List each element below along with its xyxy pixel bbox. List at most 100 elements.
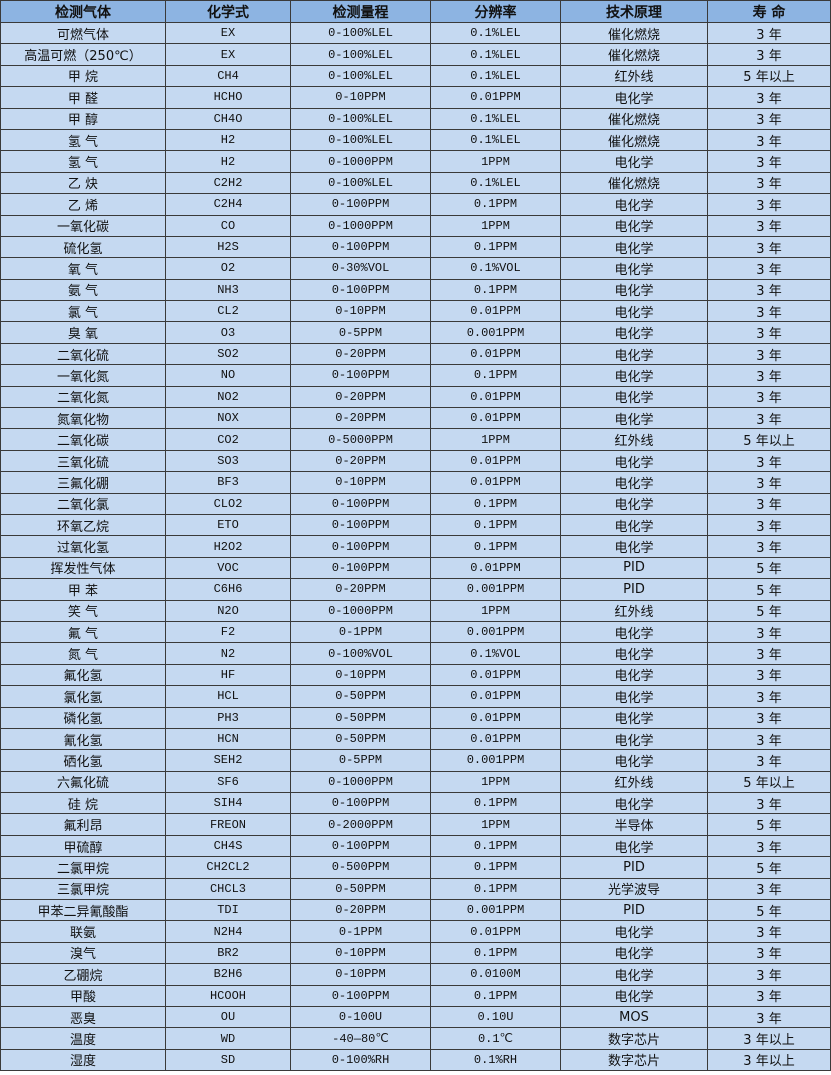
cell-resolution: 0.1%LEL — [430, 64, 561, 88]
cell-resolution: 0.1PPM — [430, 492, 561, 515]
cell-lifespan: 3 年 — [707, 471, 831, 494]
cell-principle: 电化学 — [560, 471, 708, 494]
cell-lifespan: 3 年 — [707, 920, 831, 943]
table-row: 一氧化碳 CO 0-1000PPM 1PPM 电化学 3 年 — [0, 214, 831, 237]
table-row: 联氨 N2H4 0-1PPM 0.01PPM 电化学 3 年 — [0, 920, 831, 943]
cell-gas: 甲 苯 — [0, 578, 166, 601]
cell-resolution: 0.1%LEL — [430, 107, 561, 130]
cell-gas: 乙 烯 — [0, 193, 166, 216]
cell-resolution: 0.1PPM — [430, 792, 561, 815]
cell-formula: TDI — [165, 899, 291, 922]
cell-principle: PID — [560, 556, 708, 580]
cell-gas: 氢 气 — [0, 150, 166, 173]
cell-gas: 氰化氢 — [0, 727, 166, 751]
cell-lifespan: 3 年 — [707, 107, 831, 130]
cell-principle: 电化学 — [560, 727, 708, 751]
cell-lifespan: 3 年 — [707, 513, 831, 537]
cell-resolution: 0.1PPM — [430, 941, 561, 965]
cell-gas: 甲 醇 — [0, 107, 166, 130]
cell-lifespan: 5 年以上 — [707, 770, 831, 794]
table-row: 甲 烷 CH4 0-100%LEL 0.1%LEL 红外线 5 年以上 — [0, 64, 831, 88]
cell-resolution: 0.01PPM — [430, 300, 561, 323]
cell-gas: 笑 气 — [0, 599, 166, 622]
cell-range: 0-50PPM — [290, 706, 431, 729]
cell-formula: OU — [165, 1005, 291, 1029]
cell-resolution: 0.1%LEL — [430, 128, 561, 152]
cell-range: 0-5PPM — [290, 321, 431, 344]
cell-principle: 红外线 — [560, 770, 708, 794]
cell-principle: 电化学 — [560, 449, 708, 473]
cell-lifespan: 3 年 — [707, 877, 831, 901]
cell-gas: 甲酸 — [0, 984, 166, 1007]
cell-principle: 电化学 — [560, 941, 708, 965]
cell-lifespan: 3 年 — [707, 535, 831, 558]
cell-principle: 电化学 — [560, 235, 708, 259]
cell-range: 0-100PPM — [290, 535, 431, 558]
cell-resolution: 0.1℃ — [430, 1027, 561, 1050]
table-row: 过氧化氢 H2O2 0-100PPM 0.1PPM 电化学 3 年 — [0, 535, 831, 558]
cell-formula: NH3 — [165, 278, 291, 302]
cell-principle: 红外线 — [560, 599, 708, 622]
cell-range: 0-20PPM — [290, 899, 431, 922]
cell-lifespan: 3 年 — [707, 150, 831, 173]
cell-range: 0-100%LEL — [290, 43, 431, 66]
cell-formula: SO2 — [165, 342, 291, 366]
cell-resolution: 0.1%LEL — [430, 21, 561, 45]
cell-range: 0-10PPM — [290, 663, 431, 687]
cell-formula: CH2CL2 — [165, 856, 291, 879]
cell-formula: CO — [165, 214, 291, 237]
table-row: 乙 炔 C2H2 0-100%LEL 0.1%LEL 催化燃烧 3 年 — [0, 171, 831, 195]
table-row: 环氧乙烷 ETO 0-100PPM 0.1PPM 电化学 3 年 — [0, 513, 831, 537]
cell-resolution: 0.001PPM — [430, 899, 561, 922]
cell-formula: H2 — [165, 150, 291, 173]
table-row: 甲 苯 C6H6 0-20PPM 0.001PPM PID 5 年 — [0, 578, 831, 601]
cell-resolution: 0.001PPM — [430, 749, 561, 772]
cell-principle: 电化学 — [560, 278, 708, 302]
cell-lifespan: 3 年 — [707, 834, 831, 858]
cell-gas: 二氧化氮 — [0, 385, 166, 409]
cell-resolution: 0.1%VOL — [430, 257, 561, 280]
cell-resolution: 0.01PPM — [430, 556, 561, 580]
cell-principle: 电化学 — [560, 407, 708, 430]
table-row: 氰化氢 HCN 0-50PPM 0.01PPM 电化学 3 年 — [0, 727, 831, 751]
cell-lifespan: 3 年 — [707, 727, 831, 751]
cell-range: 0-100PPM — [290, 278, 431, 302]
cell-lifespan: 3 年 — [707, 364, 831, 387]
cell-principle: 催化燃烧 — [560, 171, 708, 195]
cell-formula: CHCL3 — [165, 877, 291, 901]
cell-resolution: 0.01PPM — [430, 727, 561, 751]
table-row: 恶臭 OU 0-100U 0.10U MOS 3 年 — [0, 1005, 831, 1029]
cell-gas: 三氧化硫 — [0, 449, 166, 473]
cell-formula: ETO — [165, 513, 291, 537]
cell-range: 0-100PPM — [290, 984, 431, 1007]
cell-lifespan: 3 年 — [707, 43, 831, 66]
cell-resolution: 1PPM — [430, 813, 561, 836]
table-row: 二氧化硫 SO2 0-20PPM 0.01PPM 电化学 3 年 — [0, 342, 831, 366]
cell-formula: HF — [165, 663, 291, 687]
table-row: 硫化氢 H2S 0-100PPM 0.1PPM 电化学 3 年 — [0, 235, 831, 259]
cell-formula: SIH4 — [165, 792, 291, 815]
table-row: 高温可燃（250℃） EX 0-100%LEL 0.1%LEL 催化燃烧 3 年 — [0, 43, 831, 66]
table-row: 二氧化碳 CO2 0-5000PPM 1PPM 红外线 5 年以上 — [0, 428, 831, 451]
cell-resolution: 0.01PPM — [430, 706, 561, 729]
cell-gas: 三氯甲烷 — [0, 877, 166, 901]
cell-gas: 乙硼烷 — [0, 963, 166, 986]
cell-range: 0-100PPM — [290, 834, 431, 858]
cell-gas: 过氧化氢 — [0, 535, 166, 558]
cell-resolution: 0.1PPM — [430, 193, 561, 216]
cell-principle: PID — [560, 856, 708, 879]
cell-principle: 催化燃烧 — [560, 128, 708, 152]
cell-formula: H2O2 — [165, 535, 291, 558]
cell-range: 0-100%RH — [290, 1048, 431, 1072]
table-row: 二氯甲烷 CH2CL2 0-500PPM 0.1PPM PID 5 年 — [0, 856, 831, 879]
cell-gas: 氨 气 — [0, 278, 166, 302]
cell-formula: C6H6 — [165, 578, 291, 601]
cell-formula: EX — [165, 43, 291, 66]
cell-principle: 电化学 — [560, 642, 708, 665]
cell-principle: 电化学 — [560, 535, 708, 558]
cell-resolution: 0.001PPM — [430, 620, 561, 644]
cell-resolution: 0.001PPM — [430, 578, 561, 601]
cell-gas: 氟化氢 — [0, 663, 166, 687]
cell-range: 0-20PPM — [290, 407, 431, 430]
cell-lifespan: 5 年 — [707, 599, 831, 622]
